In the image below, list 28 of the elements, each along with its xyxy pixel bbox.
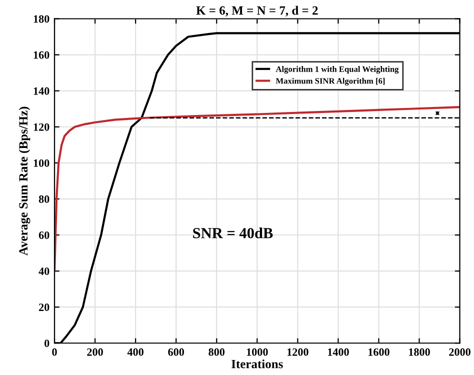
y-tick-label: 60 — [38, 231, 50, 239]
y-tick-label: 20 — [39, 304, 50, 312]
x-axis-title: Iterations — [232, 359, 283, 368]
y-tick-label: 80 — [38, 195, 50, 203]
y-tick-label: 140 — [34, 87, 50, 95]
legend-label: Maximum SINR Algorithm [6] — [276, 78, 385, 86]
y-axis-title: Average Sum Rate (Bps/Hz) — [18, 106, 30, 256]
x-tick-label: 1800 — [409, 348, 430, 356]
y-tick-label: 180 — [34, 15, 50, 23]
x-tick-label: 1200 — [287, 348, 308, 356]
annotation: SNR = 40dB — [193, 228, 273, 238]
chart-title: K = 6, M = N = 7, d = 2 — [196, 6, 318, 17]
y-tick-label: 120 — [34, 123, 50, 131]
x-tick-label: 200 — [87, 348, 103, 356]
x-tick-label: 400 — [127, 348, 144, 356]
x-tick-label: 1000 — [246, 348, 268, 356]
x-tick-label: 600 — [168, 348, 184, 356]
y-tick-label: 100 — [34, 159, 50, 167]
x-tick-label: 2000 — [449, 348, 470, 356]
x-tick-label: 800 — [208, 348, 225, 356]
y-tick-label: 40 — [38, 268, 50, 276]
legend-label: Algorithm 1 with Equal Weighting — [276, 66, 399, 74]
line-series — [54, 106, 460, 272]
y-tick-label: 0 — [44, 340, 50, 348]
x-tick-label: 1400 — [328, 348, 349, 356]
x-tick-label: 1600 — [368, 348, 390, 356]
y-tick-label: 160 — [34, 51, 50, 59]
x-tick-label: 0 — [52, 348, 57, 356]
